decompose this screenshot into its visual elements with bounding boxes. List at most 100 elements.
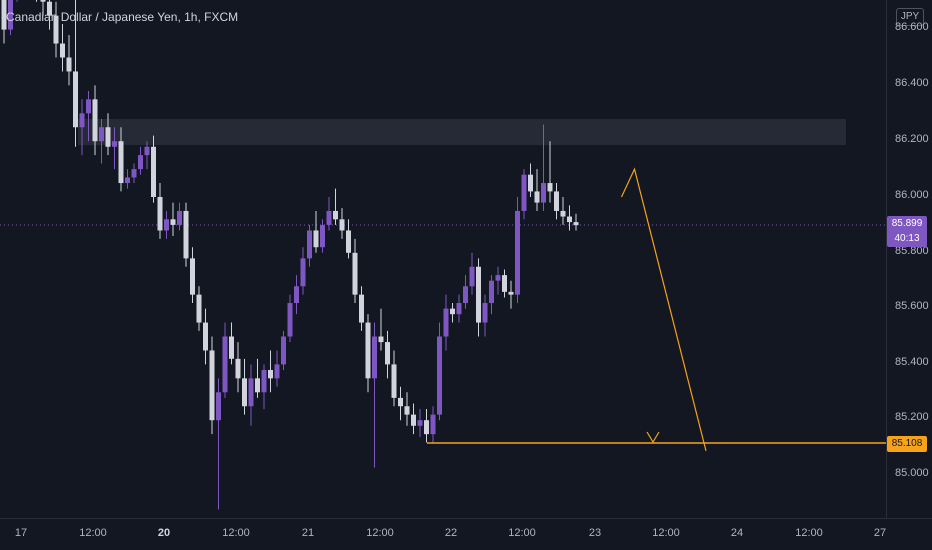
y-tick: 85.600 xyxy=(895,300,929,312)
symbol-legend: Canadian Dollar / Japanese Yen, 1h, FXCM xyxy=(6,10,239,24)
candle-body xyxy=(326,210,332,225)
candle-body xyxy=(216,392,221,421)
candle-body xyxy=(79,113,85,128)
candle-body xyxy=(151,146,156,197)
candle-body xyxy=(521,174,527,211)
candle-body xyxy=(430,414,436,435)
candle-body xyxy=(144,146,150,156)
candle-body xyxy=(456,303,462,315)
projection-arrow xyxy=(620,167,707,452)
candle-body xyxy=(47,1,52,16)
candle-body xyxy=(482,303,488,323)
candle-body xyxy=(534,191,540,203)
candle-body xyxy=(8,0,13,30)
candle-body xyxy=(235,358,241,379)
x-tick: 17 xyxy=(14,527,28,539)
candle-body xyxy=(157,197,163,231)
candle-body xyxy=(66,57,72,72)
x-tick: 22 xyxy=(444,527,458,539)
candle-body xyxy=(307,230,312,259)
current-price-tag: 85.899 40:13 xyxy=(887,216,927,247)
candle-body xyxy=(560,210,566,217)
currency-button[interactable]: JPY xyxy=(896,8,924,26)
candle-body xyxy=(411,414,416,426)
candle-body xyxy=(567,216,572,223)
candle-body xyxy=(378,336,384,343)
y-tick: 85.800 xyxy=(895,245,929,257)
candle-body xyxy=(86,99,91,114)
candle-body xyxy=(352,252,358,295)
candle-body xyxy=(92,99,98,142)
resistance-zone xyxy=(78,119,846,145)
candle-body xyxy=(125,177,130,184)
y-tick: 86.000 xyxy=(895,189,929,201)
y-tick: 86.600 xyxy=(895,21,929,33)
x-tick: 27 xyxy=(873,527,887,539)
candle-body xyxy=(476,266,481,323)
x-tick: 20 xyxy=(157,527,171,539)
candle-body xyxy=(333,210,338,220)
y-tick: 85.400 xyxy=(895,356,929,368)
candle-body xyxy=(573,222,579,226)
current-price-label: 85.899 xyxy=(891,218,923,229)
x-tick: 23 xyxy=(588,527,602,539)
candle-body xyxy=(294,286,299,304)
candle-body xyxy=(281,336,286,365)
candle-body xyxy=(203,322,208,351)
x-tick: 12:00 xyxy=(79,527,107,539)
candle-body xyxy=(183,210,189,259)
candle-body xyxy=(391,364,397,398)
candle-body xyxy=(502,275,507,292)
y-tick: 86.400 xyxy=(895,77,929,89)
candle-body xyxy=(287,303,293,337)
candle-body xyxy=(255,378,260,393)
candle-body xyxy=(404,406,410,415)
candle-body xyxy=(196,294,202,323)
candle-body xyxy=(489,280,494,304)
candle-body xyxy=(300,258,306,287)
candle-body xyxy=(359,294,364,323)
candle-body xyxy=(112,141,117,147)
candle-body xyxy=(365,322,371,379)
candle-body xyxy=(164,219,169,231)
candle-body xyxy=(242,378,247,407)
x-tick: 12:00 xyxy=(222,527,250,539)
candle-body xyxy=(53,15,59,44)
candle-body xyxy=(541,183,546,203)
candle-body xyxy=(547,183,553,192)
candle-body xyxy=(443,308,449,337)
candle-body xyxy=(320,224,325,248)
candle-body xyxy=(424,420,429,435)
time-axis-separator xyxy=(0,518,932,519)
candle-body xyxy=(274,364,280,379)
candle-body xyxy=(99,127,104,142)
candle-body xyxy=(346,230,351,253)
candle-body xyxy=(450,308,455,315)
candle-body xyxy=(177,210,182,225)
candle-body xyxy=(515,210,520,295)
candle-body xyxy=(73,71,78,128)
candle-body xyxy=(118,141,124,184)
x-tick: 21 xyxy=(301,527,315,539)
candle-body xyxy=(508,291,514,295)
x-tick: 12:00 xyxy=(795,527,823,539)
x-tick: 12:00 xyxy=(652,527,680,539)
y-tick: 86.200 xyxy=(895,133,929,145)
candle-body xyxy=(209,350,215,421)
projection-arrowhead xyxy=(646,431,660,444)
candle-body xyxy=(385,342,390,365)
candle-body xyxy=(313,230,319,248)
candle-body xyxy=(170,219,176,225)
candle-body xyxy=(554,191,559,211)
candle-body xyxy=(138,155,143,170)
candle-body xyxy=(398,397,403,407)
candle-body xyxy=(268,369,273,379)
candle-body xyxy=(40,0,46,2)
candle-body xyxy=(261,369,267,393)
candles-group xyxy=(1,0,579,510)
candle-body xyxy=(339,219,345,231)
candle-body xyxy=(190,258,195,295)
candle-body xyxy=(372,336,377,379)
candle-body xyxy=(248,378,254,407)
